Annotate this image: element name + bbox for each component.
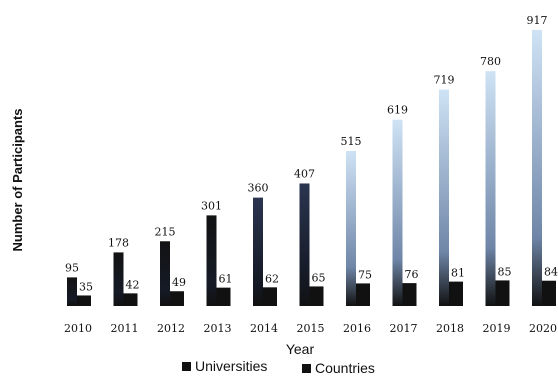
- bar-universities-2013: [206, 215, 217, 306]
- label-countries-2010: 35: [79, 280, 93, 293]
- x-tick-2013: 2013: [204, 322, 232, 335]
- label-countries-2013: 61: [219, 273, 233, 286]
- label-countries-2017: 76: [405, 268, 419, 281]
- bar-universities-2015: [299, 183, 310, 306]
- label-universities-2012: 215: [155, 225, 176, 238]
- label-universities-2016: 515: [341, 135, 362, 148]
- label-countries-2018: 81: [451, 267, 465, 280]
- bar-universities-2012: [160, 241, 170, 306]
- x-tick-2018: 2018: [436, 322, 464, 335]
- bar-countries-2013: [216, 287, 231, 306]
- label-universities-2013: 301: [201, 199, 222, 212]
- label-countries-2012: 49: [172, 276, 186, 289]
- x-axis-title: Year: [286, 341, 315, 357]
- legend-label-countries: Countries: [315, 360, 375, 376]
- label-universities-2017: 619: [387, 104, 408, 117]
- x-tick-2020: 2020: [529, 322, 557, 335]
- x-tick-2012: 2012: [157, 322, 185, 335]
- x-tick-2016: 2016: [343, 322, 371, 335]
- x-tick-2014: 2014: [250, 322, 278, 335]
- y-axis-title: Number of Participants: [10, 108, 25, 251]
- x-tick-2010: 2010: [64, 322, 92, 335]
- label-countries-2019: 85: [498, 265, 512, 278]
- bar-universities-2014: [253, 197, 263, 306]
- bar-countries-2014: [263, 287, 277, 306]
- bar-countries-2011: [123, 293, 138, 306]
- x-tick-2019: 2019: [483, 322, 511, 335]
- legend-label-universities: Universities: [195, 358, 267, 374]
- bar-universities-2016: [346, 150, 356, 306]
- bar-countries-2010: [77, 295, 91, 306]
- bar-universities-2017: [392, 119, 403, 306]
- x-tick-2015: 2015: [297, 322, 325, 335]
- label-countries-2014: 62: [265, 272, 279, 285]
- label-countries-2015: 65: [312, 271, 326, 284]
- label-universities-2010: 95: [65, 261, 79, 274]
- bar-universities-2019: [485, 71, 496, 306]
- bar-universities-2010: [67, 277, 77, 306]
- legend-swatch-countries: [302, 364, 311, 373]
- label-countries-2011: 42: [126, 278, 140, 291]
- bar-universities-2018: [439, 89, 449, 307]
- bar-countries-2020: [542, 280, 556, 306]
- label-universities-2020: 917: [527, 14, 548, 27]
- bar-countries-2017: [402, 283, 417, 306]
- label-countries-2016: 75: [358, 268, 372, 281]
- label-universities-2011: 178: [108, 236, 129, 249]
- bar-universities-2020: [532, 29, 542, 307]
- bar-countries-2012: [170, 291, 184, 306]
- x-ticks-group: 2010 2011 2012 2013 2014 2015 2016 2017 2018 2019…: [64, 322, 557, 335]
- label-universities-2019: 780: [480, 55, 501, 68]
- legend: Universities Countries: [182, 358, 375, 376]
- x-tick-2017: 2017: [390, 322, 418, 335]
- bar-countries-2018: [449, 281, 463, 306]
- legend-swatch-universities: [182, 362, 191, 371]
- bars-group: [67, 29, 556, 307]
- bar-countries-2016: [356, 283, 370, 306]
- bar-countries-2019: [495, 280, 510, 306]
- label-countries-2020: 84: [544, 266, 558, 279]
- x-tick-2011: 2011: [111, 322, 139, 335]
- label-universities-2014: 360: [248, 182, 269, 195]
- bar-universities-2011: [113, 252, 124, 306]
- bar-countries-2015: [309, 286, 324, 306]
- label-universities-2015: 407: [294, 167, 315, 180]
- label-universities-2018: 719: [434, 74, 455, 87]
